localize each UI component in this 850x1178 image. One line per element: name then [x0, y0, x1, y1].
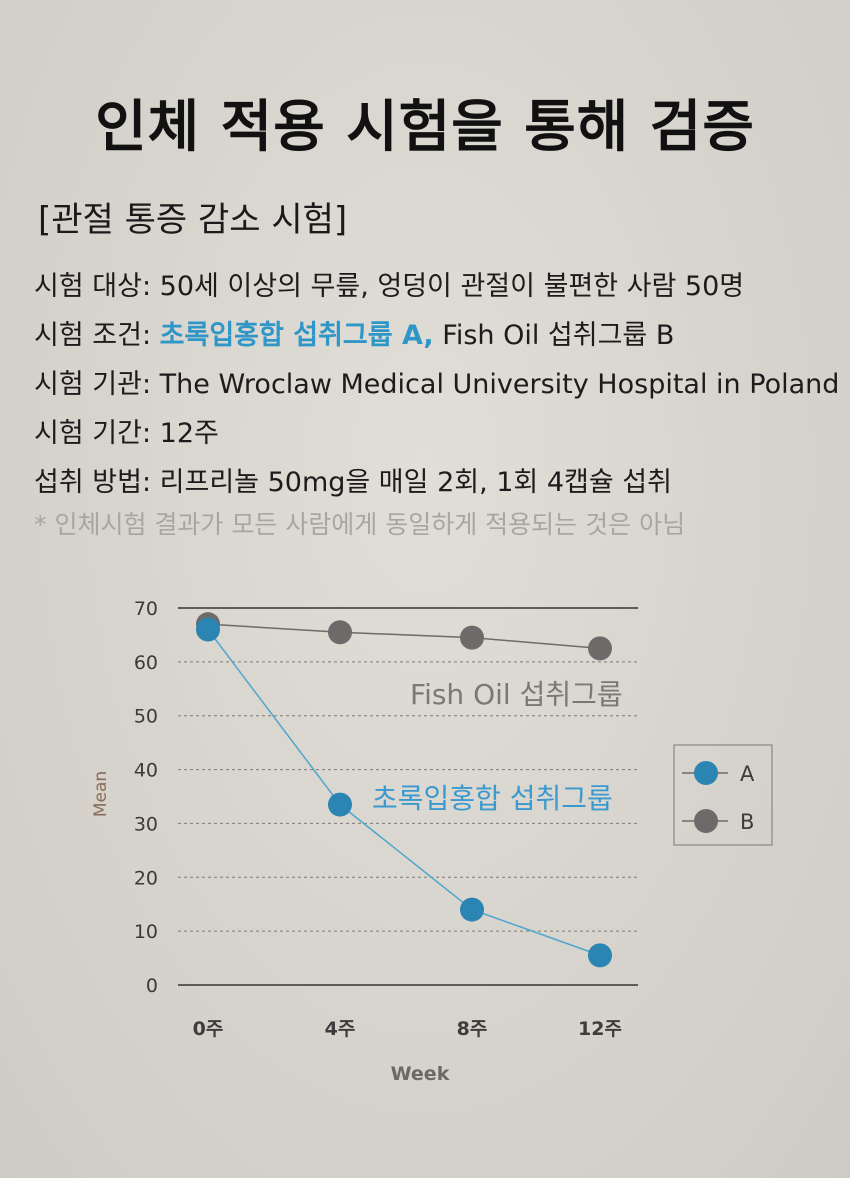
- line-chart: 0 10 20 30 40 50 60 70 0주 4주 8주 12주 Week Mean Fish Oil…: [91, 598, 773, 1085]
- y-tick-label: 20: [134, 867, 158, 889]
- info-label: 시험 기관:: [34, 369, 152, 400]
- chart-container: 0 10 20 30 40 50 60 70 0주 4주 8주 12주 Week Mean Fish Oil…: [0, 580, 850, 1100]
- y-axis-label: Mean: [91, 771, 111, 817]
- y-tick-label: 10: [134, 921, 158, 943]
- info-label: 시험 조건:: [34, 320, 152, 351]
- info-label: 시험 기간:: [34, 418, 152, 449]
- info-institution: 시험 기관: The Wroclaw Medical University Ho…: [34, 360, 839, 409]
- legend-label-A: A: [740, 762, 755, 786]
- data-point-B-2: [460, 625, 484, 650]
- page-title: 인체 적용 시험을 통해 검증: [95, 95, 755, 160]
- legend-marker-A: [694, 761, 718, 785]
- y-tick-label: 30: [134, 813, 158, 835]
- annotation-mussel: 초록입홍합 섭취그룹: [372, 782, 613, 815]
- x-axis-label: Week: [391, 1063, 450, 1085]
- info-condition: 시험 조건: 초록입홍합 섭취그룹 A, Fish Oil 섭취그룹 B: [34, 311, 839, 360]
- data-point-A-3: [588, 943, 612, 968]
- x-tick-label: 8주: [457, 1018, 488, 1040]
- info-text: 50세 이상의 무릎, 엉덩이 관절이 불편한 사람 50명: [159, 271, 745, 302]
- data-point-B-3: [588, 636, 612, 661]
- y-tick-label: 0: [146, 975, 158, 997]
- annotation-fish-oil: Fish Oil 섭취그룹: [410, 678, 623, 711]
- data-point-A-1: [328, 792, 352, 817]
- y-tick-label: 50: [134, 706, 158, 728]
- data-point-A-2: [460, 897, 484, 922]
- y-tick-label: 60: [134, 652, 158, 674]
- legend-box: [673, 744, 773, 846]
- data-point-B-1: [328, 620, 352, 645]
- info-target: 시험 대상: 50세 이상의 무릎, 엉덩이 관절이 불편한 사람 50명: [34, 262, 839, 311]
- series-line-B: [207, 623, 601, 650]
- info-label: 섭취 방법:: [34, 467, 152, 498]
- x-tick-label: 0주: [193, 1018, 224, 1040]
- info-text: 리프리놀 50mg을 매일 2회, 1회 4캡슐 섭취: [159, 467, 672, 498]
- legend-marker-B: [694, 809, 718, 833]
- legend-label-B: B: [740, 810, 754, 834]
- info-period: 시험 기간: 12주: [34, 409, 839, 458]
- info-text: The Wroclaw Medical University Hospital …: [159, 369, 840, 400]
- y-tick-label: 70: [134, 598, 158, 620]
- x-tick-label: 12주: [578, 1018, 622, 1040]
- data-point-A-0: [196, 617, 220, 642]
- info-method: 섭취 방법: 리프리놀 50mg을 매일 2회, 1회 4캡슐 섭취: [34, 458, 839, 507]
- series-line-A: [207, 629, 601, 957]
- info-label: 시험 대상:: [34, 271, 152, 302]
- info-text: 12주: [159, 418, 219, 449]
- page-subtitle: [관절 통증 감소 시험]: [38, 200, 348, 240]
- test-info-list: 시험 대상: 50세 이상의 무릎, 엉덩이 관절이 불편한 사람 50명 시험…: [34, 262, 839, 507]
- info-highlight: 초록입홍합 섭취그룹 A,: [159, 320, 434, 351]
- info-text: Fish Oil 섭취그룹 B: [442, 320, 675, 351]
- x-tick-label: 4주: [325, 1018, 356, 1040]
- disclaimer-note: * 인체시험 결과가 모든 사람에게 동일하게 적용되는 것은 아님: [34, 510, 686, 539]
- y-tick-label: 40: [134, 760, 158, 782]
